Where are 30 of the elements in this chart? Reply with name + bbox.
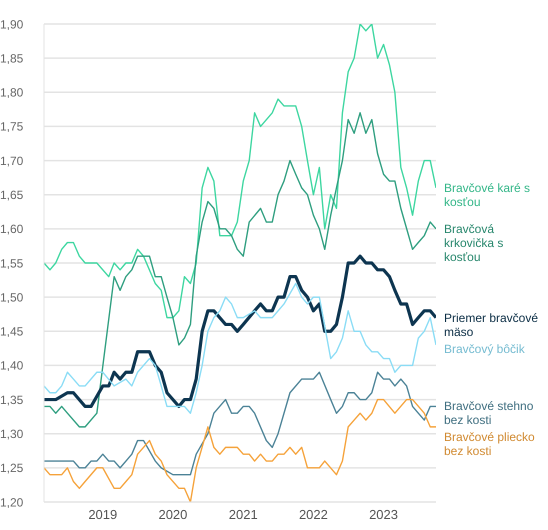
y-tick-label: 1,75 (0, 120, 24, 134)
line-series (44, 254, 436, 408)
series-label: Bravčové karé s kosťou (444, 180, 530, 209)
y-tick-label: 1,90 (0, 17, 24, 32)
y-tick-label: 1,55 (0, 256, 24, 270)
y-tick-label: 1,70 (0, 154, 24, 168)
x-tick-label: 2023 (369, 507, 398, 522)
y-tick-label: 1,20 (0, 495, 24, 510)
series-label: Bravčová krkovička s kosťou (444, 222, 504, 264)
line-series (44, 372, 436, 476)
y-tick-label: 1,85 (0, 51, 24, 66)
line-series (44, 112, 436, 428)
line-series (44, 282, 436, 414)
y-tick-label: 1,35 (0, 392, 24, 407)
series-label: Priemer bravčové mäso (444, 310, 538, 339)
y-tick-label: 1,45 (0, 324, 24, 339)
x-tick-label: 2022 (298, 507, 328, 522)
y-tick-label: 1,50 (0, 290, 24, 304)
y-tick-label: 1,80 (0, 86, 24, 100)
y-tick-label: 1,60 (0, 222, 24, 236)
x-tick-label: 2019 (88, 507, 118, 522)
series-label: Bravčové pliecko bez kosti (444, 430, 535, 458)
series-label: Bravčové stehno bez kosti (444, 399, 534, 428)
x-tick-label: 2021 (228, 507, 258, 522)
x-tick-label: 2020 (158, 507, 188, 522)
y-tick-label: 1,65 (0, 188, 24, 202)
y-tick-label: 1,40 (0, 358, 24, 373)
y-tick-label: 1,30 (0, 426, 24, 441)
series-label: Bravčový bôčik (444, 342, 525, 356)
y-tick-label: 1,25 (0, 461, 24, 476)
